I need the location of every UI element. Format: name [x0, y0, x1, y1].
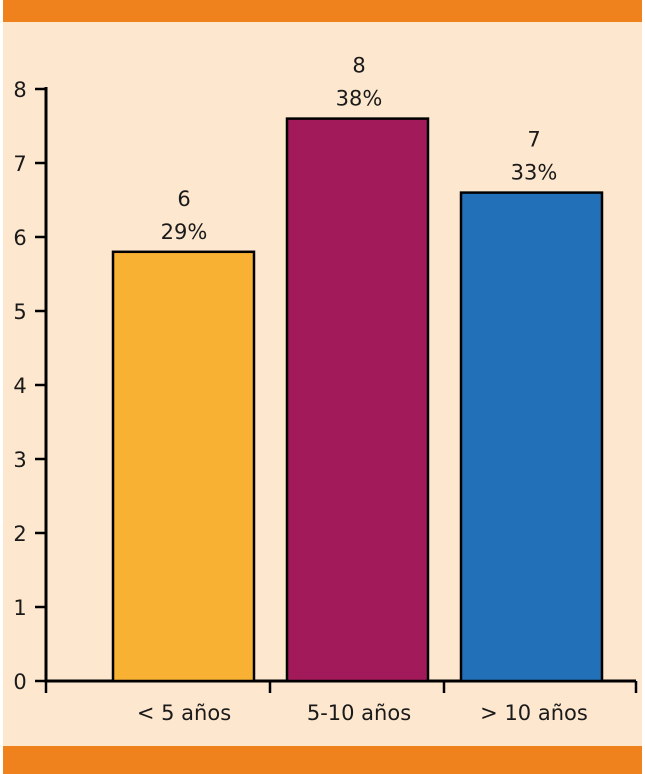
y-tick-label: 5 [13, 300, 26, 324]
x-category-label: > 10 años [480, 701, 588, 725]
y-tick-label: 6 [13, 226, 26, 250]
y-tick-label: 8 [13, 78, 26, 102]
x-category-label: 5-10 años [307, 701, 411, 725]
bar-count-label: 7 [527, 128, 540, 152]
bar-count-label: 8 [352, 54, 365, 78]
y-tick-label: 2 [13, 522, 26, 546]
y-tick-label: 0 [13, 670, 26, 694]
y-tick-label: 3 [13, 448, 26, 472]
bar [459, 191, 604, 683]
bar [285, 117, 430, 683]
bar-percent-label: 33% [511, 161, 558, 185]
bar [111, 250, 256, 683]
y-tick-label: 4 [13, 374, 26, 398]
bar-percent-label: 38% [336, 87, 383, 111]
bar-count-label: 6 [177, 187, 190, 211]
y-tick-label: 1 [13, 596, 26, 620]
bottom-band [3, 746, 642, 774]
x-category-label: < 5 años [137, 701, 231, 725]
y-tick-label: 7 [13, 152, 26, 176]
bar-percent-label: 29% [161, 220, 208, 244]
plot-area: 0 1 2 3 4 5 6 7 8 6 29% < 5 años 8 38% 5-10 años 7 33% > … [13, 54, 638, 725]
top-band [3, 0, 642, 22]
